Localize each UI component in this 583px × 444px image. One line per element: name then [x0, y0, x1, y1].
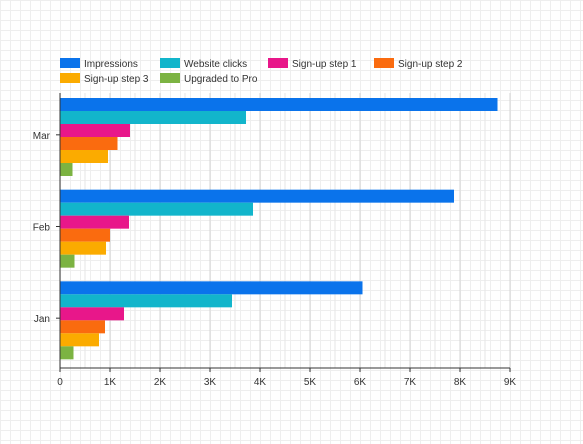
category-label: Mar [33, 131, 51, 142]
bar-mar-website-clicks[interactable] [60, 111, 246, 124]
bar-mar-sign-up-step-2[interactable] [60, 137, 118, 150]
bar-mar-impressions[interactable] [60, 98, 498, 111]
bar-mar-sign-up-step-1[interactable] [60, 124, 130, 137]
x-tick-label: 9K [504, 377, 517, 388]
bar-jan-sign-up-step-1[interactable] [60, 307, 124, 321]
legend-swatch [160, 58, 180, 68]
bars [60, 98, 498, 360]
legend-label: Impressions [84, 59, 138, 70]
bar-jan-sign-up-step-3[interactable] [60, 333, 99, 347]
legend: Impressions Website clicks Sign-up step 1 S… [60, 58, 463, 85]
x-tick-label: 4K [254, 377, 267, 388]
bar-jan-website-clicks[interactable] [60, 294, 232, 308]
category-label: Feb [33, 223, 51, 234]
bar-jan-upgraded-to-pro[interactable] [60, 346, 74, 360]
legend-item[interactable]: Sign-up step 1 [268, 58, 357, 70]
bar-feb-upgraded-to-pro[interactable] [60, 254, 75, 268]
bar-feb-sign-up-step-2[interactable] [60, 228, 110, 242]
legend-label: Website clicks [184, 59, 247, 70]
x-tick-label: 2K [154, 377, 167, 388]
legend-swatch [60, 73, 80, 83]
bar-feb-sign-up-step-1[interactable] [60, 215, 129, 229]
x-tick-label: 1K [104, 377, 117, 388]
gridlines [84, 93, 511, 368]
legend-swatch [268, 58, 288, 68]
x-tick-label: 8K [454, 377, 467, 388]
legend-label: Upgraded to Pro [184, 74, 258, 85]
legend-item[interactable]: Upgraded to Pro [160, 73, 258, 85]
bar-feb-sign-up-step-3[interactable] [60, 241, 106, 255]
bar-jan-impressions[interactable] [60, 281, 363, 295]
bar-feb-impressions[interactable] [60, 189, 454, 203]
x-tick-label: 3K [204, 377, 217, 388]
axes: 0 1K 2K 3K 4K 5K 6K 7K 8K 9K Mar Feb Jan [33, 93, 517, 388]
bar-mar-sign-up-step-3[interactable] [60, 150, 108, 163]
bar-feb-website-clicks[interactable] [60, 202, 253, 216]
bar-jan-sign-up-step-2[interactable] [60, 320, 105, 334]
x-tick-label: 5K [304, 377, 317, 388]
x-tick-label: 6K [354, 377, 367, 388]
x-tick-label: 7K [404, 377, 417, 388]
legend-swatch [374, 58, 394, 68]
legend-swatch [60, 58, 80, 68]
legend-label: Sign-up step 2 [398, 59, 463, 70]
legend-label: Sign-up step 1 [292, 59, 357, 70]
legend-item[interactable]: Website clicks [160, 58, 247, 70]
legend-item[interactable]: Sign-up step 2 [374, 58, 463, 70]
bar-mar-upgraded-to-pro[interactable] [60, 163, 73, 176]
legend-swatch [160, 73, 180, 83]
legend-item[interactable]: Impressions [60, 58, 138, 70]
legend-label: Sign-up step 3 [84, 74, 149, 85]
legend-item[interactable]: Sign-up step 3 [60, 73, 149, 85]
category-label: Jan [34, 314, 50, 325]
x-tick-label: 0 [57, 377, 63, 388]
